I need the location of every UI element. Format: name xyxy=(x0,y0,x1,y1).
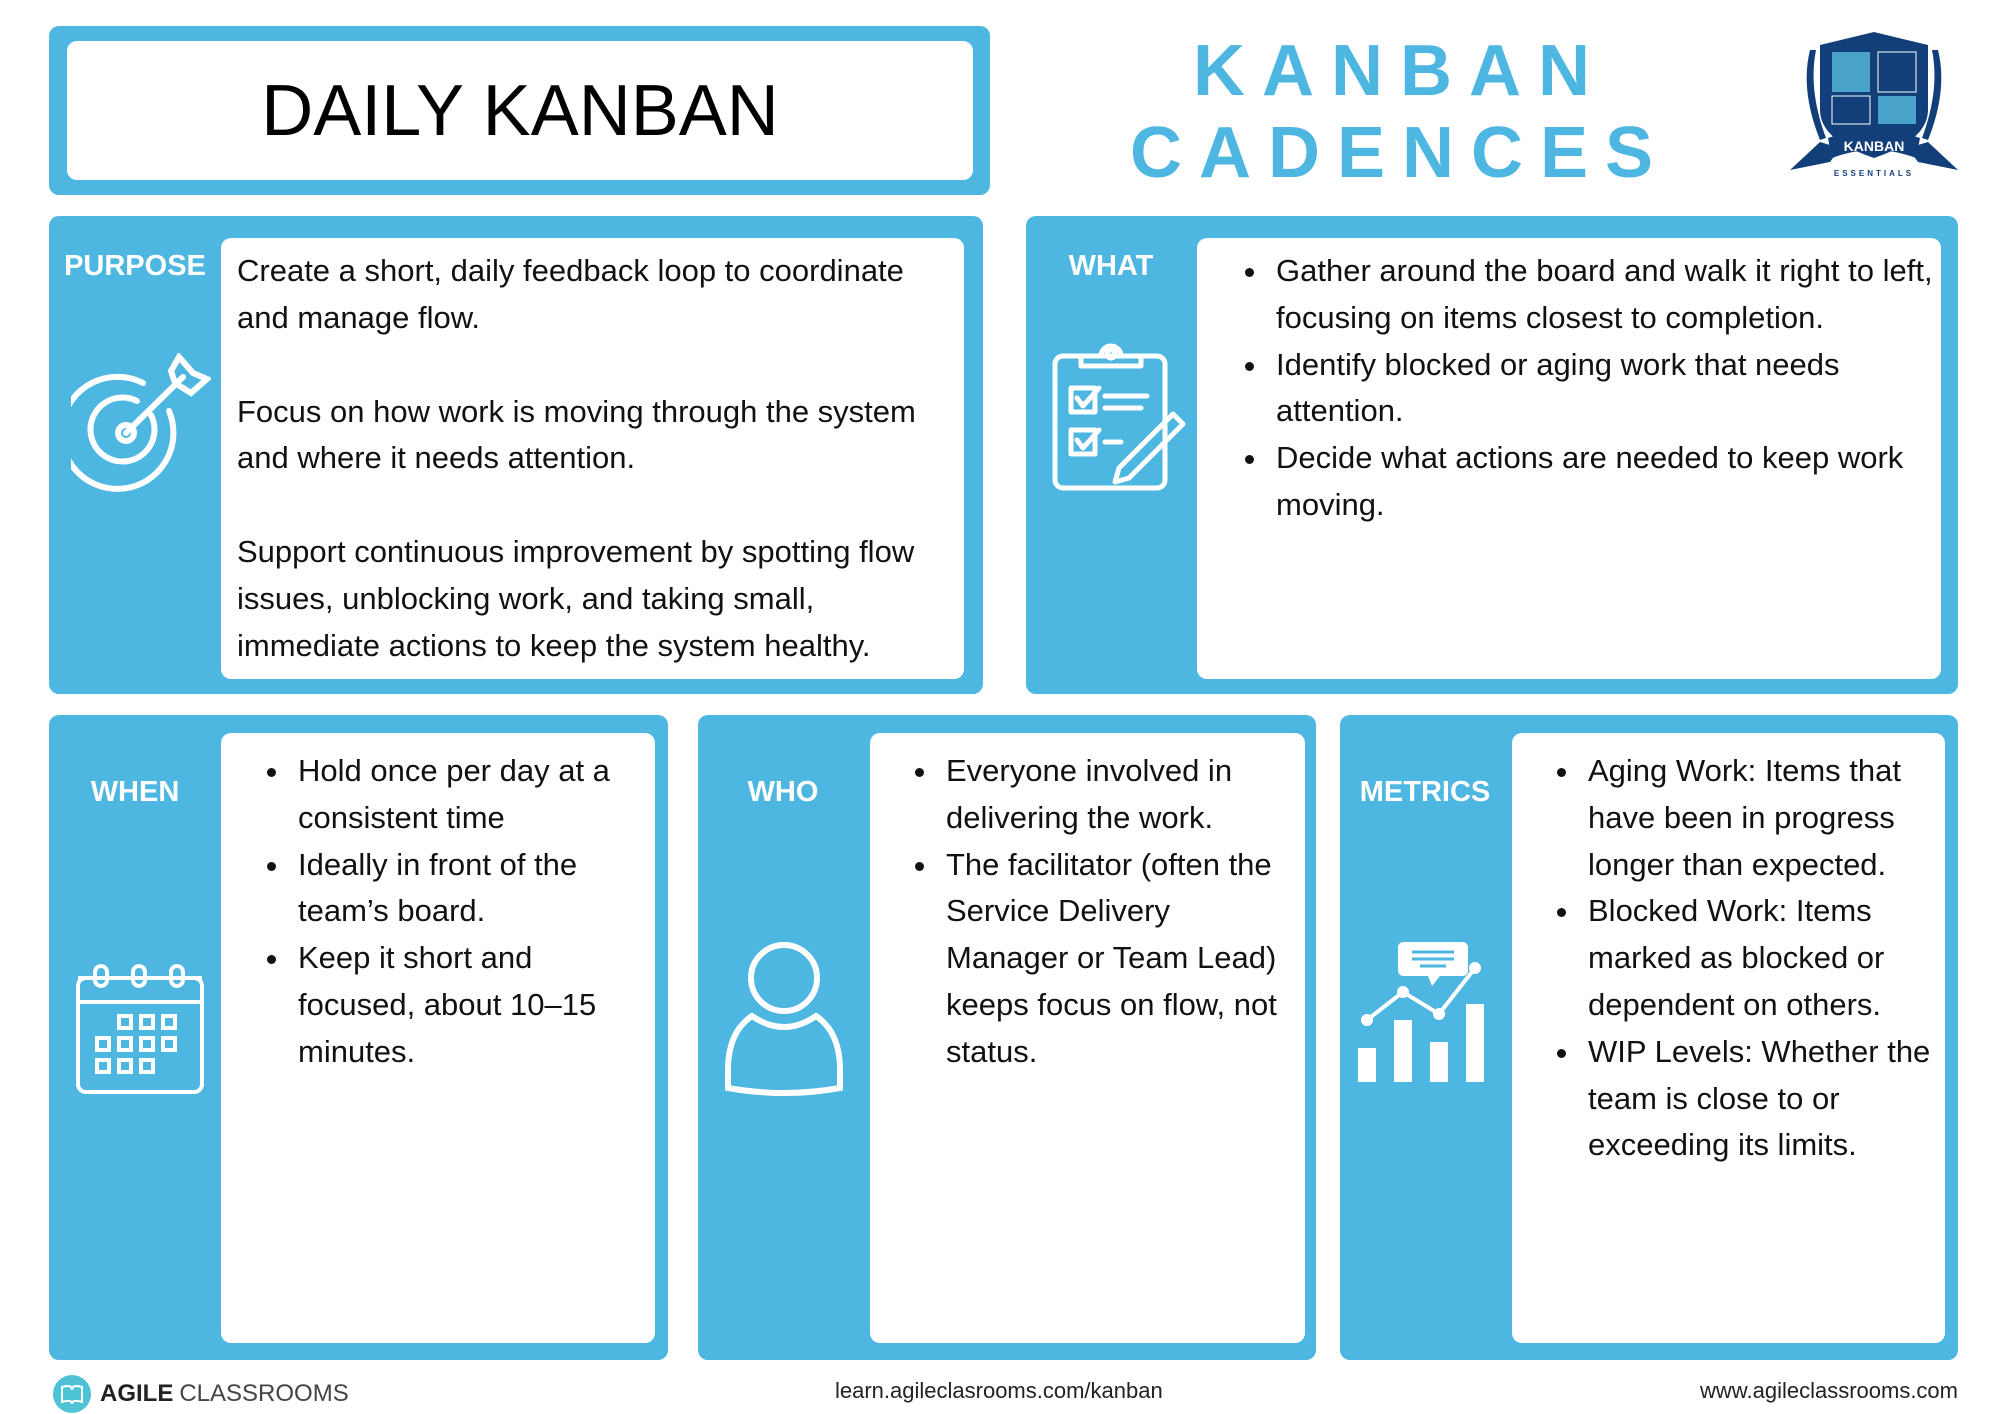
list-item: Everyone involved in delivering the work… xyxy=(940,748,1299,842)
list-item: Gather around the board and walk it righ… xyxy=(1270,248,1934,342)
what-list: Gather around the board and walk it righ… xyxy=(1234,248,1934,529)
metrics-content xyxy=(1512,733,1945,1343)
who-label: WHO xyxy=(747,776,819,808)
kanban-essentials-logo: KANBAN ESSENTIALS xyxy=(1790,32,1958,178)
list-item: Identify blocked or aging work that need… xyxy=(1270,342,1934,436)
page-title: DAILY KANBAN xyxy=(261,70,779,151)
title-box: DAILY KANBAN xyxy=(67,41,973,180)
cadences-heading: KANBAN CADENCES xyxy=(1100,30,1700,194)
metrics-label: METRICS xyxy=(1359,776,1491,808)
when-list: Hold once per day at a consistent time I… xyxy=(256,748,646,1076)
who-list: Everyone involved in delivering the work… xyxy=(904,748,1299,1076)
agile-classrooms-book-icon xyxy=(53,1375,91,1413)
target-arrow-icon xyxy=(71,353,211,492)
footer-right-link[interactable]: www.agileclassrooms.com xyxy=(1700,1378,1958,1403)
brand-bold: AGILE xyxy=(100,1380,174,1407)
calendar-icon xyxy=(76,964,204,1094)
list-item: Hold once per day at a consistent time xyxy=(292,748,646,842)
chart-comment-icon xyxy=(1358,942,1484,1082)
what-content xyxy=(1197,238,1941,679)
list-item: WIP Levels: Whether the team is close to… xyxy=(1582,1029,1941,1169)
purpose-paragraph: Create a short, daily feedback loop to c… xyxy=(237,253,904,335)
when-label: WHEN xyxy=(90,776,180,808)
purpose-paragraph: Support continuous improvement by spotti… xyxy=(237,534,915,663)
what-label: WHAT xyxy=(1068,250,1154,282)
brand-light: CLASSROOMS xyxy=(179,1380,349,1407)
heading-line-2: CADENCES xyxy=(1129,113,1671,193)
list-item: Blocked Work: Items marked as blocked or… xyxy=(1582,888,1941,1028)
list-item: Decide what actions are needed to keep w… xyxy=(1270,435,1934,529)
metrics-list: Aging Work: Items that have been in prog… xyxy=(1546,748,1941,1169)
clipboard-checklist-icon xyxy=(1052,343,1186,491)
svg-text:ESSENTIALS: ESSENTIALS xyxy=(1834,169,1914,178)
purpose-content xyxy=(221,238,964,679)
when-content xyxy=(221,733,655,1343)
heading-line-1: KANBAN xyxy=(1193,31,1607,111)
footer-brand: AGILE CLASSROOMS xyxy=(52,1374,349,1414)
purpose-paragraph: Focus on how work is moving through the … xyxy=(237,393,916,476)
footer-center-link[interactable]: learn.agileclasrooms.com/kanban xyxy=(835,1378,1163,1403)
purpose-text: Create a short, daily feedback loop to c… xyxy=(237,248,957,717)
list-item: Keep it short and focused, about 10–15 m… xyxy=(292,935,646,1075)
list-item: Ideally in front of the team’s board. xyxy=(292,842,646,936)
list-item: The facilitator (often the Service Deliv… xyxy=(940,842,1299,1076)
person-icon xyxy=(725,942,843,1096)
list-item: Aging Work: Items that have been in prog… xyxy=(1582,748,1941,888)
purpose-label: PURPOSE xyxy=(64,250,206,282)
svg-text:KANBAN: KANBAN xyxy=(1844,138,1905,154)
who-content xyxy=(870,733,1305,1343)
